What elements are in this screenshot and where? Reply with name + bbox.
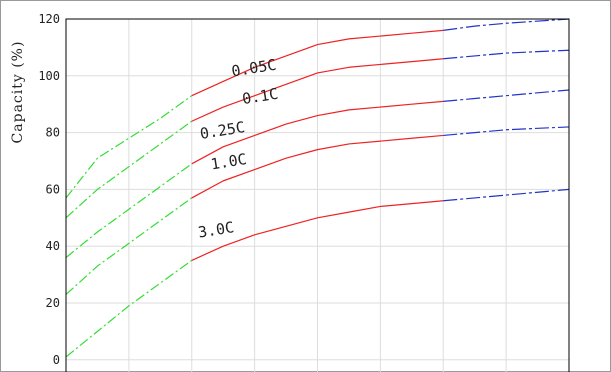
curve-segment-end: [443, 49, 570, 60]
curve-segment-mid: [191, 29, 444, 97]
y-tick-label: 20: [46, 296, 60, 310]
curve-segment-start: [65, 259, 193, 358]
y-axis-label: Capacity (%): [10, 41, 26, 144]
curve-segment-end: [443, 126, 570, 137]
curve-segment-mid: [191, 134, 444, 199]
y-tick-label: 40: [46, 239, 60, 253]
plot-frame: [65, 18, 570, 372]
curve-segment-end: [443, 89, 570, 102]
y-tick-label: 0: [53, 353, 60, 367]
y-tick-labels: 0 20 40 60 80 100 120: [38, 12, 60, 367]
curve-label: 1.0C: [209, 150, 247, 173]
curve-segment-mid: [191, 100, 444, 165]
curve-segment-end: [443, 18, 570, 31]
curve-segment-end: [443, 188, 570, 202]
curve-label: 0.1C: [241, 85, 279, 108]
curve-segment-start: [65, 120, 193, 219]
curve-label: 3.0C: [197, 218, 235, 241]
grid-lines: [66, 19, 569, 372]
capacity-curves: [65, 18, 570, 358]
curve-segment-mid: [191, 200, 444, 261]
curve-segment-start: [65, 163, 193, 259]
y-tick-label: 120: [38, 12, 60, 26]
y-tick-label: 60: [46, 182, 60, 196]
curve-segment-mid: [191, 58, 444, 122]
curve-segment-start: [65, 197, 193, 295]
y-tick-label: 80: [46, 126, 60, 140]
y-tick-label: 100: [38, 69, 60, 83]
